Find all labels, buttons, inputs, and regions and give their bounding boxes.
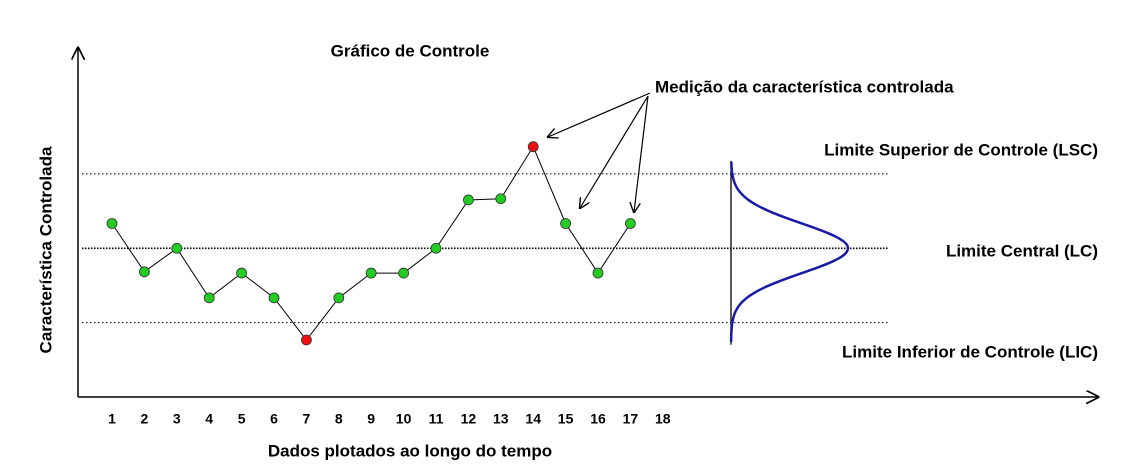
- data-point: [592, 267, 604, 279]
- x-axis-label: Dados plotados ao longo do tempo: [268, 441, 552, 460]
- data-point: [430, 242, 442, 254]
- x-tick-label: 8: [335, 411, 343, 427]
- y-axis-label: Característica Controlada: [36, 146, 55, 353]
- distribution-curve: [729, 161, 850, 342]
- data-point: [398, 267, 410, 279]
- data-point: [138, 266, 150, 278]
- data-point: [268, 292, 280, 304]
- x-tick-label: 7: [303, 411, 311, 427]
- data-point: [495, 193, 507, 205]
- x-tick-label: 13: [493, 411, 509, 427]
- data-point: [171, 242, 183, 254]
- data-point: [365, 267, 377, 279]
- data-point: [106, 218, 118, 229]
- limit-label: Limite Superior de Controle (LSC): [824, 140, 1098, 159]
- x-tick-label: 12: [461, 411, 477, 427]
- x-tick-label: 11: [429, 411, 444, 427]
- data-point: [236, 267, 248, 279]
- annotation: Medição da característica controlada: [655, 77, 954, 96]
- x-tick-label: 4: [205, 411, 213, 427]
- data-point: [333, 292, 345, 304]
- data-point: [560, 218, 571, 229]
- x-tick-label: 6: [270, 411, 278, 427]
- x-tick-label: 1: [108, 411, 116, 427]
- limit-label: Limite Inferior de Controle (LIC): [842, 342, 1098, 361]
- data-point: [625, 218, 636, 229]
- x-tick-label: 10: [396, 411, 412, 427]
- annotation-arrows: [548, 92, 651, 212]
- x-tick-label: 16: [590, 411, 606, 427]
- data-point: [527, 141, 539, 153]
- x-tick-label: 5: [238, 411, 246, 427]
- x-tick-label: 3: [173, 411, 181, 427]
- data-point: [203, 292, 215, 304]
- x-tick-label: 14: [525, 411, 541, 427]
- limit-label: Limite Central (LC): [946, 241, 1098, 260]
- data-line: [111, 145, 631, 341]
- data-point: [462, 194, 474, 206]
- data-point: [300, 334, 312, 346]
- x-tick-label: 9: [367, 411, 375, 427]
- x-tick-label: 2: [141, 411, 149, 427]
- chart-title: Gráfico de Controle: [331, 41, 490, 60]
- x-tick-label: 15: [558, 411, 574, 427]
- x-tick-label: 18: [655, 411, 671, 427]
- x-tick-label: 17: [623, 411, 639, 427]
